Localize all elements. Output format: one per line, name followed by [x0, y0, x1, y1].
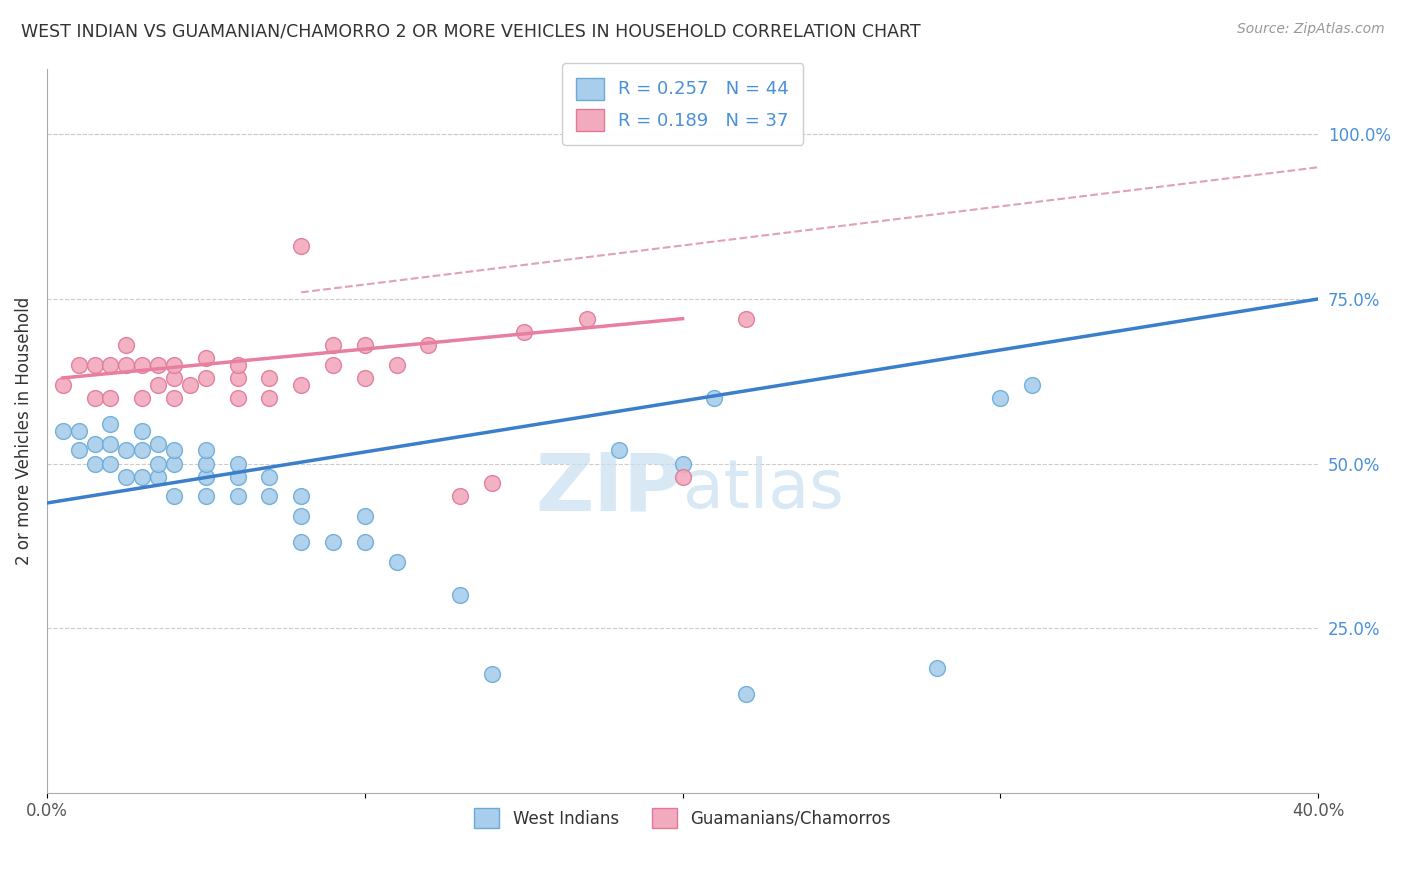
Point [146, 469, 169, 483]
Point [67, 358, 90, 372]
Point [735, 687, 758, 701]
Point [67, 443, 90, 458]
Point [353, 509, 375, 524]
Legend: West Indians, Guamanians/Chamorros: West Indians, Guamanians/Chamorros [468, 801, 897, 835]
Point [146, 457, 169, 471]
Point [322, 358, 344, 372]
Point [163, 490, 186, 504]
Point [194, 443, 217, 458]
Point [481, 476, 503, 491]
Point [226, 457, 249, 471]
Point [353, 535, 375, 549]
Point [194, 469, 217, 483]
Text: Source: ZipAtlas.com: Source: ZipAtlas.com [1237, 22, 1385, 37]
Point [385, 358, 408, 372]
Point [100, 391, 122, 405]
Point [226, 358, 249, 372]
Point [163, 457, 186, 471]
Point [52, 377, 75, 392]
Point [67, 424, 90, 438]
Point [290, 535, 312, 549]
Point [990, 391, 1012, 405]
Point [131, 443, 153, 458]
Point [607, 443, 630, 458]
Point [449, 588, 471, 602]
Point [290, 377, 312, 392]
Point [385, 555, 408, 569]
Point [290, 239, 312, 253]
Point [52, 424, 75, 438]
Point [1021, 377, 1043, 392]
Point [131, 469, 153, 483]
Point [131, 391, 153, 405]
Point [115, 443, 138, 458]
Point [259, 490, 281, 504]
Point [100, 417, 122, 431]
Point [179, 377, 201, 392]
Point [146, 377, 169, 392]
Point [735, 311, 758, 326]
Point [194, 351, 217, 366]
Point [131, 424, 153, 438]
Point [226, 391, 249, 405]
Point [259, 469, 281, 483]
Point [194, 490, 217, 504]
Point [353, 371, 375, 385]
Point [83, 436, 105, 450]
Point [115, 358, 138, 372]
Point [259, 371, 281, 385]
Point [576, 311, 599, 326]
Point [259, 391, 281, 405]
Point [100, 358, 122, 372]
Point [226, 469, 249, 483]
Point [163, 443, 186, 458]
Point [226, 490, 249, 504]
Point [322, 338, 344, 352]
Point [703, 391, 725, 405]
Text: WEST INDIAN VS GUAMANIAN/CHAMORRO 2 OR MORE VEHICLES IN HOUSEHOLD CORRELATION CH: WEST INDIAN VS GUAMANIAN/CHAMORRO 2 OR M… [21, 22, 921, 40]
Point [671, 457, 693, 471]
Point [925, 660, 948, 674]
Point [146, 358, 169, 372]
Point [131, 358, 153, 372]
Point [322, 535, 344, 549]
Point [146, 436, 169, 450]
Point [481, 667, 503, 681]
Point [115, 338, 138, 352]
Point [671, 469, 693, 483]
Point [100, 457, 122, 471]
Point [163, 358, 186, 372]
Text: atlas: atlas [682, 456, 844, 522]
Point [226, 371, 249, 385]
Point [115, 469, 138, 483]
Point [163, 371, 186, 385]
Point [512, 325, 534, 339]
Point [290, 490, 312, 504]
Y-axis label: 2 or more Vehicles in Household: 2 or more Vehicles in Household [15, 296, 32, 565]
Point [418, 338, 440, 352]
Point [83, 391, 105, 405]
Point [194, 457, 217, 471]
Point [83, 457, 105, 471]
Point [100, 436, 122, 450]
Text: ZIP: ZIP [536, 450, 682, 527]
Point [194, 371, 217, 385]
Point [290, 509, 312, 524]
Point [163, 391, 186, 405]
Point [449, 490, 471, 504]
Point [83, 358, 105, 372]
Point [353, 338, 375, 352]
